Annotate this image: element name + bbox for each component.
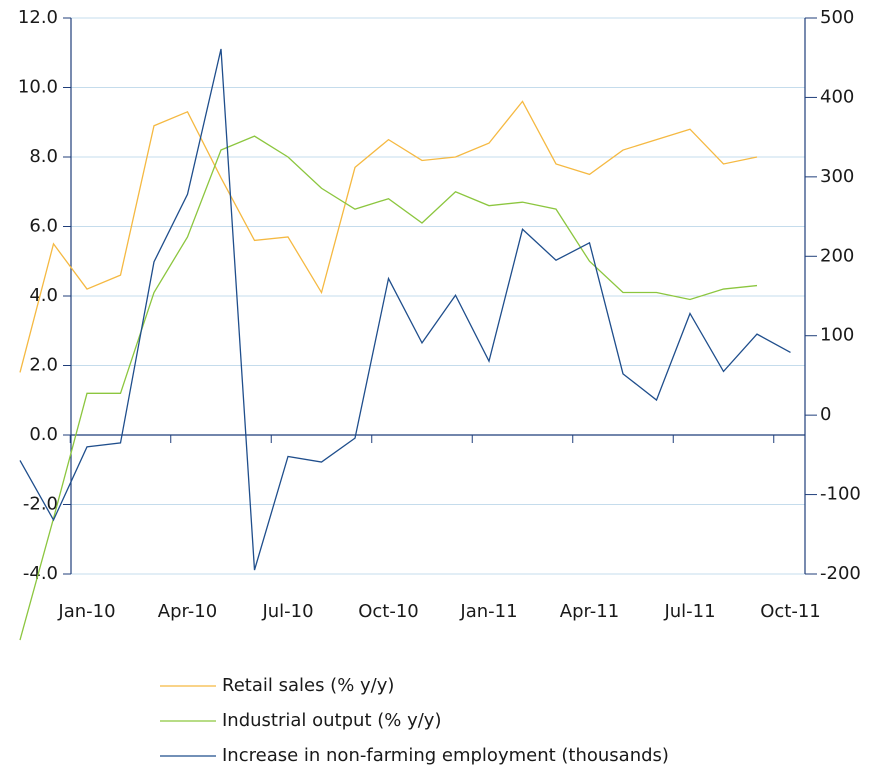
y-tick-label: 6.0 — [29, 216, 58, 237]
legend-label: Industrial output (% y/y) — [222, 710, 441, 731]
y-tick-label: 8.0 — [29, 146, 58, 167]
x-tick-label: Oct-10 — [358, 601, 419, 622]
x-tick-label: Apr-10 — [158, 601, 217, 622]
y2-tick-label: 500 — [820, 7, 854, 28]
legend-label: Increase in non-farming employment (thou… — [222, 745, 669, 766]
y2-tick-label: -200 — [820, 563, 861, 584]
y2-tick-label: 0 — [820, 404, 831, 425]
x-tick-label: Apr-11 — [560, 601, 619, 622]
y-tick-label: 2.0 — [29, 355, 58, 376]
legend-label: Retail sales (% y/y) — [222, 675, 394, 696]
y-tick-label: -4.0 — [23, 563, 58, 584]
x-tick-label: Jul-11 — [663, 601, 715, 622]
series-line — [19, 48, 791, 571]
x-tick-label: Jul-10 — [261, 601, 313, 622]
y-tick-label: 4.0 — [29, 285, 58, 306]
y2-tick-label: 200 — [820, 245, 854, 266]
series-line — [19, 100, 758, 373]
y2-tick-label: 300 — [820, 166, 854, 187]
y2-tick-label: -100 — [820, 484, 861, 505]
y-tick-label: 10.0 — [18, 77, 58, 98]
y-tick-label: 0.0 — [29, 424, 58, 445]
x-tick-label: Jan-11 — [459, 601, 517, 622]
series-line — [19, 135, 758, 641]
y-tick-label: -2.0 — [23, 494, 58, 515]
x-tick-label: Jan-10 — [57, 601, 115, 622]
y-tick-label: 12.0 — [18, 7, 58, 28]
y2-tick-label: 400 — [820, 86, 854, 107]
y2-tick-label: 100 — [820, 325, 854, 346]
x-tick-label: Oct-11 — [760, 601, 821, 622]
